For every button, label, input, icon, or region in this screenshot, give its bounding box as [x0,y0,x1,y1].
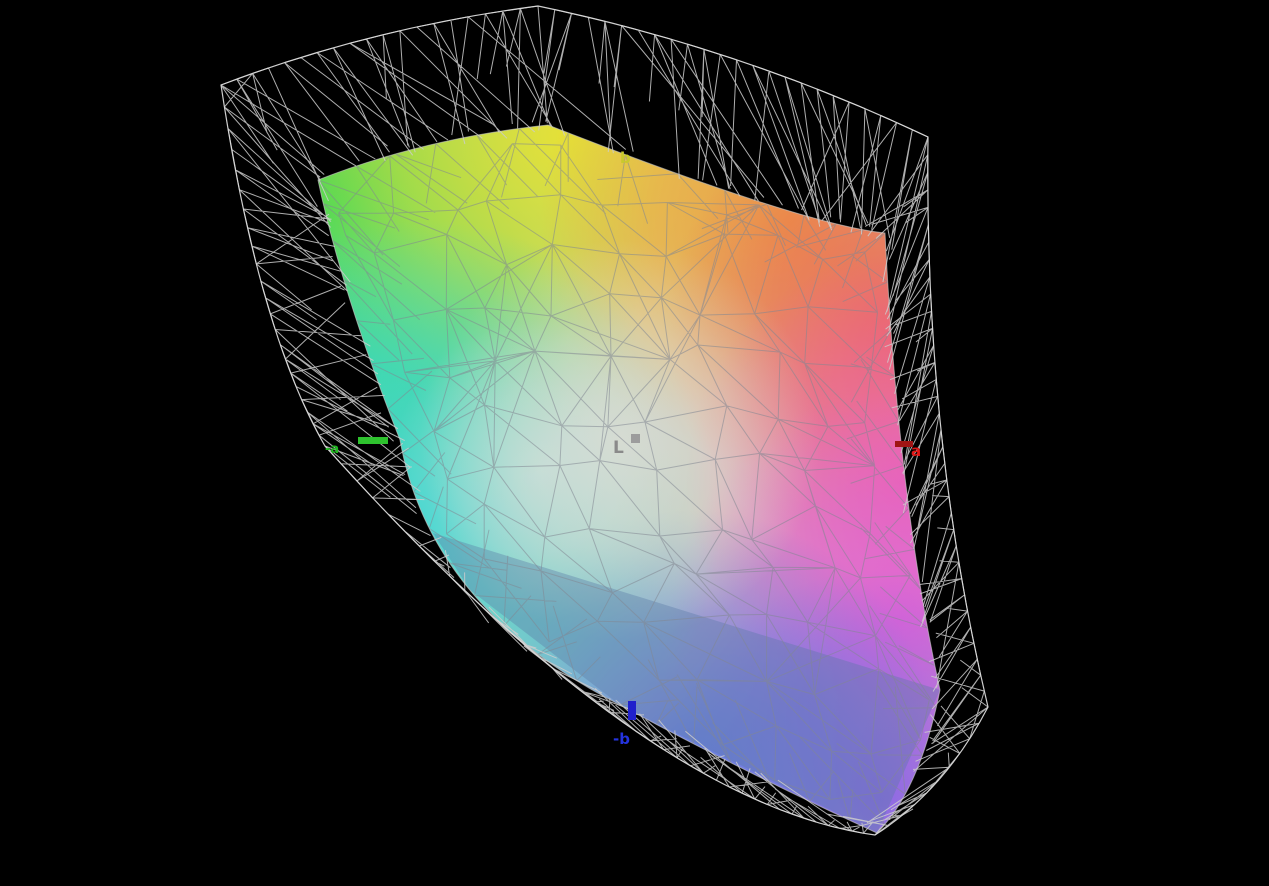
l-axis-square [631,434,640,443]
axis-label-a-positive: a [911,442,921,460]
axis-label-lightness: L [613,438,624,458]
axis-label-b-negative: -b [613,730,630,748]
a-neg-axis-bar [358,437,388,444]
b-neg-axis-tick [628,701,636,720]
axis-markers [358,434,913,720]
axis-label-b-positive: b [620,149,631,167]
axis-label-a-negative: -a [325,442,339,457]
a-pos-axis-bar [895,441,913,447]
reference-gamut-wireframe [220,5,989,836]
axis-labels: b -b -a a L [325,149,921,748]
